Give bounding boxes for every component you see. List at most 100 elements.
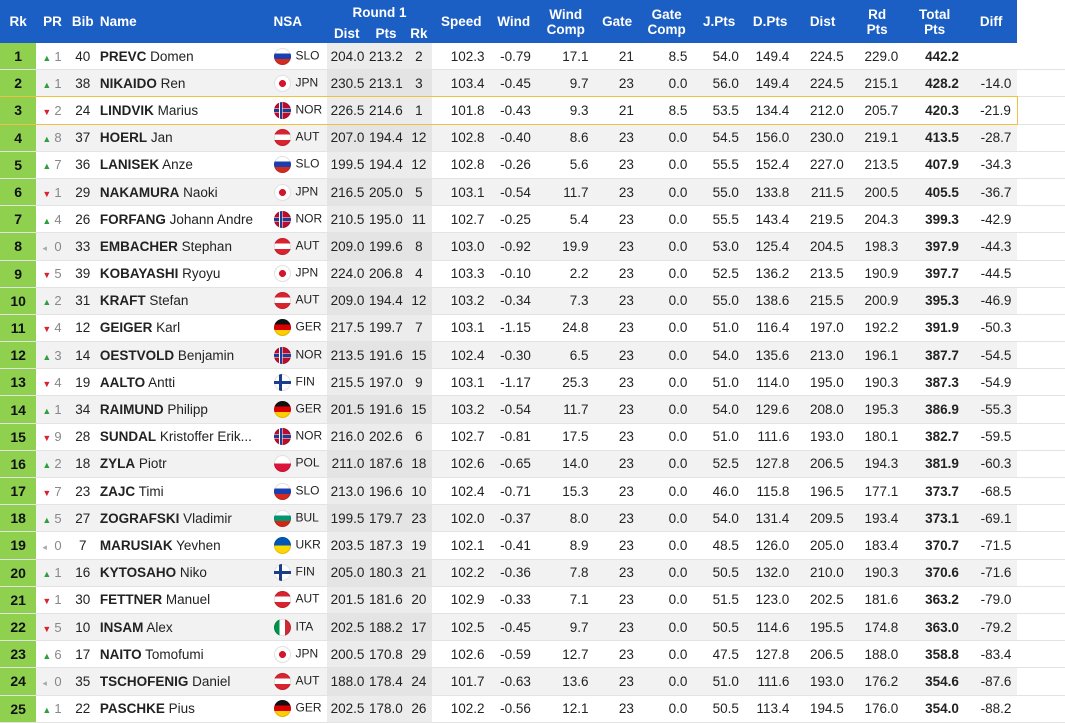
athlete-name-cell[interactable]: LANISEK Anze	[97, 151, 272, 178]
athlete-last-name[interactable]: AALTO	[99, 374, 146, 390]
nsa-cell: BUL	[271, 504, 328, 532]
table-row[interactable]: 11 ▼ 4 12 GEIGER Karl GER 217.5 199.7 7 1…	[0, 314, 1065, 342]
col-gate-header[interactable]: Gate	[594, 0, 640, 43]
table-row[interactable]: 24 ◂ 0 35 TSCHOFENIG Daniel AUT 188.0 178…	[0, 667, 1065, 695]
athlete-last-name[interactable]: NIKAIDO	[99, 75, 157, 91]
col-bib-header[interactable]: Bib	[68, 0, 97, 43]
athlete-last-name[interactable]: NAKAMURA	[99, 184, 180, 200]
col-speed-header[interactable]: Speed	[431, 0, 491, 43]
table-row[interactable]: 25 ▲ 1 22 PASCHKE Pius GER 202.5 178.0 26…	[0, 695, 1065, 723]
table-row[interactable]: 14 ▲ 1 34 RAIMUND Philipp GER 201.5 191.6…	[0, 395, 1065, 424]
table-row[interactable]: 15 ▼ 9 28 SUNDAL Kristoffer Erik... NOR 2…	[0, 423, 1065, 451]
athlete-name-cell[interactable]: SUNDAL Kristoffer Erik...	[97, 423, 272, 450]
col-wind-comp-header[interactable]: Wind Comp	[536, 0, 595, 43]
athlete-name-cell[interactable]: EMBACHER Stephan	[96, 232, 272, 260]
col-name-header[interactable]: Name	[96, 0, 272, 43]
athlete-last-name[interactable]: OESTVOLD	[99, 347, 175, 363]
dpts-cell: 133.8	[744, 178, 796, 206]
athlete-name-cell[interactable]: ZAJC Timi	[97, 478, 272, 505]
col-rank-header[interactable]: Rk	[0, 0, 37, 43]
col-round-pts-header[interactable]: Pts	[366, 24, 406, 43]
athlete-name-cell[interactable]: KOBAYASHI Ryoyu	[97, 260, 272, 287]
athlete-last-name[interactable]: GEIGER	[99, 320, 153, 336]
athlete-last-name[interactable]: LINDVIK	[99, 102, 154, 118]
athlete-last-name[interactable]: KOBAYASHI	[99, 266, 179, 282]
col-wind-header[interactable]: Wind	[490, 0, 537, 43]
athlete-name-cell[interactable]: MARUSIAK Yevhen	[97, 532, 272, 559]
athlete-name-cell[interactable]: ZOGRAFSKI Vladimir	[96, 504, 272, 532]
col-gate-comp-header[interactable]: Gate Comp	[639, 0, 694, 43]
table-row[interactable]: 6 ▼ 1 29 NAKAMURA Naoki JPN 216.5 205.0 5…	[0, 178, 1065, 206]
athlete-last-name[interactable]: RAIMUND	[99, 402, 164, 418]
table-row[interactable]: 12 ▲ 3 14 OESTVOLD Benjamin NOR 213.5 191…	[0, 341, 1065, 369]
athlete-last-name[interactable]: LANISEK	[99, 157, 160, 173]
col-dist-header[interactable]: Dist	[795, 0, 850, 43]
athlete-last-name[interactable]: TSCHOFENIG	[99, 673, 189, 689]
athlete-last-name[interactable]: FORFANG	[99, 211, 166, 227]
athlete-name-cell[interactable]: HOERL Jan	[96, 124, 272, 152]
table-row[interactable]: 21 ▼ 1 30 FETTNER Manuel AUT 201.5 181.6 …	[0, 586, 1065, 614]
athlete-name-cell[interactable]: NAITO Tomofumi	[97, 641, 272, 668]
table-row[interactable]: 5 ▲ 7 36 LANISEK Anze SLO 199.5 194.4 12 …	[0, 151, 1065, 179]
athlete-last-name[interactable]: KRAFT	[99, 293, 146, 309]
athlete-name-cell[interactable]: LINDVIK Marius	[96, 96, 272, 125]
athlete-last-name[interactable]: NAITO	[99, 646, 142, 662]
col-diff-header[interactable]: Diff	[964, 0, 1018, 43]
table-row[interactable]: 18 ▲ 5 27 ZOGRAFSKI Vladimir BUL 199.5 17…	[0, 504, 1065, 532]
col-round-dist-header[interactable]: Dist	[327, 24, 367, 43]
table-row[interactable]: 13 ▼ 4 19 AALTO Antti FIN 215.5 197.0 9 1…	[0, 368, 1065, 396]
athlete-last-name[interactable]: FETTNER	[99, 592, 163, 608]
athlete-name-cell[interactable]: FETTNER Manuel	[97, 586, 272, 613]
athlete-name-cell[interactable]: FORFANG Johann Andre	[97, 206, 272, 233]
athlete-last-name[interactable]: PASCHKE	[99, 701, 165, 717]
athlete-last-name[interactable]: HOERL	[99, 130, 148, 146]
table-row[interactable]: 23 ▲ 6 17 NAITO Tomofumi JPN 200.5 170.8 …	[0, 640, 1065, 668]
athlete-last-name[interactable]: INSAM	[99, 619, 144, 635]
col-dpts-header[interactable]: D.Pts	[744, 0, 796, 43]
col-total-pts-header[interactable]: Total Pts	[904, 0, 965, 43]
athlete-name-cell[interactable]: INSAM Alex	[96, 613, 272, 641]
table-row[interactable]: 8 ◂ 0 33 EMBACHER Stephan AUT 209.0 199.6…	[0, 232, 1065, 260]
athlete-name-cell[interactable]: TSCHOFENIG Daniel	[96, 667, 272, 695]
athlete-last-name[interactable]: KYTOSAHO	[99, 565, 177, 581]
athlete-name-cell[interactable]: NAKAMURA Naoki	[96, 178, 272, 206]
col-rd-pts-header[interactable]: Rd Pts	[849, 0, 905, 43]
table-row[interactable]: 1 ▲ 1 40 PREVC Domen SLO 204.0 213.2 2 10…	[0, 43, 1065, 70]
table-row[interactable]: 4 ▲ 8 37 HOERL Jan AUT 207.0 194.4 12 102…	[0, 124, 1065, 152]
athlete-last-name[interactable]: PREVC	[99, 48, 147, 64]
athlete-name-cell[interactable]: GEIGER Karl	[97, 314, 272, 341]
col-nsa-header[interactable]: NSA	[271, 0, 328, 43]
athlete-name-cell[interactable]: AALTO Antti	[97, 369, 272, 396]
athlete-name-cell[interactable]: PREVC Domen	[97, 43, 272, 70]
table-row[interactable]: 19 ◂ 0 7 MARUSIAK Yevhen UKR 203.5 187.3 …	[0, 531, 1065, 560]
table-row[interactable]: 3 ▼ 2 24 LINDVIK Marius NOR 226.5 214.6 1…	[0, 96, 1065, 125]
athlete-name-cell[interactable]: KYTOSAHO Niko	[96, 559, 272, 587]
speed-cell: 103.1	[450, 320, 485, 336]
athlete-last-name[interactable]: MARUSIAK	[99, 537, 173, 553]
table-row[interactable]: 10 ▲ 2 31 KRAFT Stefan AUT 209.0 194.4 12…	[0, 287, 1065, 315]
athlete-last-name[interactable]: SUNDAL	[99, 429, 157, 445]
athlete-name-cell[interactable]: NIKAIDO Ren	[96, 69, 272, 97]
col-prev-rank-header[interactable]: PR	[36, 0, 69, 43]
round-dist-cell: 210.5	[327, 205, 367, 233]
athlete-last-name[interactable]: ZYLA	[99, 456, 136, 472]
rd-pts-cell: 188.0	[864, 646, 899, 662]
athlete-name-cell[interactable]: RAIMUND Philipp	[96, 395, 272, 424]
table-row[interactable]: 22 ▼ 5 10 INSAM Alex ITA 202.5 188.2 17 1…	[0, 613, 1065, 641]
athlete-last-name[interactable]: ZAJC	[99, 483, 136, 499]
table-row[interactable]: 16 ▲ 2 18 ZYLA Piotr POL 211.0 187.6 18 1…	[0, 450, 1065, 478]
table-row[interactable]: 9 ▼ 5 39 KOBAYASHI Ryoyu JPN 224.0 206.8 …	[0, 260, 1065, 288]
col-jpts-header[interactable]: J.Pts	[693, 0, 745, 43]
table-row[interactable]: 7 ▲ 4 26 FORFANG Johann Andre NOR 210.5 1…	[0, 205, 1065, 233]
col-round-rank-header[interactable]: Rk	[405, 24, 432, 43]
athlete-last-name[interactable]: ZOGRAFSKI	[99, 510, 180, 526]
athlete-name-cell[interactable]: ZYLA Piotr	[96, 450, 272, 478]
table-row[interactable]: 2 ▲ 1 38 NIKAIDO Ren JPN 230.5 213.1 3 10…	[0, 69, 1065, 97]
athlete-name-cell[interactable]: OESTVOLD Benjamin	[96, 341, 272, 369]
table-row[interactable]: 17 ▼ 7 23 ZAJC Timi SLO 213.0 196.6 10 10…	[0, 477, 1065, 505]
athlete-name-cell[interactable]: KRAFT Stefan	[96, 287, 272, 315]
nsa-cell: FIN	[271, 559, 328, 587]
table-row[interactable]: 20 ▲ 1 16 KYTOSAHO Niko FIN 205.0 180.3 2…	[0, 559, 1065, 587]
athlete-last-name[interactable]: EMBACHER	[99, 238, 178, 254]
athlete-name-cell[interactable]: PASCHKE Pius	[97, 695, 272, 722]
